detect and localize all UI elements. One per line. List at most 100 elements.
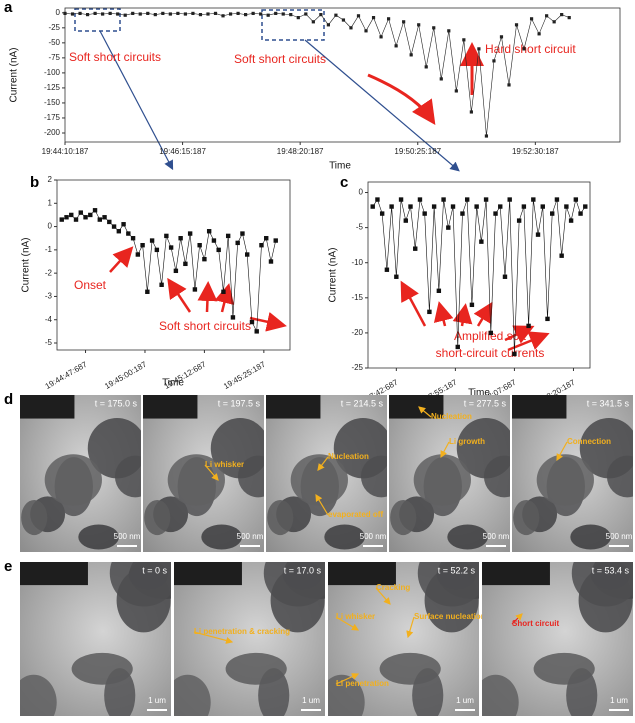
data-point bbox=[69, 212, 74, 218]
y-tick-label: -50 bbox=[48, 38, 60, 47]
data-point bbox=[514, 23, 519, 27]
dark-region bbox=[20, 562, 88, 586]
note: Li whisker bbox=[336, 612, 375, 621]
data-point bbox=[228, 12, 233, 16]
data-point bbox=[460, 211, 465, 216]
annotation: Soft short circuits bbox=[234, 52, 326, 66]
data-point bbox=[583, 204, 588, 209]
data-point bbox=[578, 211, 583, 216]
dark-region bbox=[512, 395, 567, 419]
series-line bbox=[61, 209, 277, 333]
panel-label: b bbox=[30, 174, 39, 191]
data-point bbox=[564, 204, 569, 209]
data-point bbox=[126, 231, 131, 236]
particle bbox=[390, 499, 417, 536]
particle bbox=[201, 524, 242, 550]
data-point bbox=[225, 233, 231, 239]
scale-label: 1 um bbox=[302, 696, 320, 705]
annotation-arrow bbox=[367, 73, 436, 125]
data-point bbox=[281, 12, 285, 16]
annotation-arrows bbox=[109, 246, 550, 352]
data-point bbox=[319, 13, 323, 17]
data-point bbox=[206, 12, 210, 16]
data-point bbox=[526, 323, 531, 329]
time-stamp: t = 197.5 s bbox=[218, 398, 261, 408]
data-point bbox=[454, 89, 458, 93]
particle bbox=[71, 652, 133, 685]
zoom-box bbox=[261, 9, 325, 41]
data-point bbox=[183, 261, 188, 267]
note-arrow bbox=[556, 441, 568, 462]
data-point bbox=[409, 53, 413, 57]
time-stamp: t = 175.0 s bbox=[95, 398, 138, 408]
data-point bbox=[379, 211, 385, 216]
particle bbox=[21, 499, 48, 536]
data-point bbox=[499, 35, 504, 39]
data-point bbox=[474, 204, 479, 209]
dark-region bbox=[174, 562, 242, 586]
dark-region bbox=[328, 562, 396, 586]
time-stamp: t = 52.2 s bbox=[438, 565, 476, 575]
data-point bbox=[92, 208, 98, 213]
data-point bbox=[259, 243, 264, 248]
data-point bbox=[522, 47, 526, 51]
micrograph-content bbox=[328, 562, 479, 716]
data-point bbox=[78, 210, 83, 215]
data-point bbox=[211, 238, 217, 243]
data-point bbox=[266, 13, 270, 17]
data-point bbox=[464, 197, 470, 202]
data-point bbox=[403, 218, 408, 223]
data-point bbox=[164, 233, 169, 239]
scale-label: 500 nm bbox=[606, 532, 633, 541]
data-point bbox=[176, 11, 180, 16]
y-tick-label: 2 bbox=[48, 175, 53, 184]
data-point bbox=[154, 247, 160, 253]
data-point bbox=[73, 217, 79, 222]
data-point bbox=[512, 351, 517, 357]
data-point bbox=[529, 17, 534, 21]
panel-label: c bbox=[340, 174, 348, 191]
particle bbox=[290, 454, 348, 506]
data-point bbox=[85, 13, 90, 17]
x-tick-label: 19:50:25:187 bbox=[394, 147, 441, 156]
data-point bbox=[264, 236, 269, 241]
x-tick-label: 19:46:15:187 bbox=[159, 147, 206, 156]
data-point bbox=[379, 35, 383, 39]
scale-label: 500 nm bbox=[360, 532, 387, 541]
data-point bbox=[221, 14, 225, 18]
micrograph: t = 341.5 s 500 nm Connection bbox=[512, 395, 633, 552]
data-point bbox=[436, 288, 442, 293]
data-point bbox=[441, 197, 446, 202]
series-line bbox=[372, 198, 586, 354]
y-tick-label: -20 bbox=[351, 328, 363, 337]
data-point bbox=[221, 289, 226, 294]
data-point bbox=[370, 204, 375, 209]
data-point bbox=[531, 197, 536, 202]
data-point bbox=[123, 13, 127, 17]
note: Cracking bbox=[376, 583, 410, 592]
y-axis-label: Current (nA) bbox=[21, 237, 32, 292]
note: Surface nucleation bbox=[414, 612, 486, 621]
data-point bbox=[384, 267, 390, 272]
y-tick-label: -25 bbox=[351, 363, 363, 372]
data-point bbox=[159, 282, 164, 287]
time-stamp: t = 214.5 s bbox=[341, 398, 384, 408]
data-point bbox=[427, 309, 432, 315]
plot-frame bbox=[367, 181, 591, 369]
panel-label: d bbox=[4, 391, 13, 408]
data-point bbox=[206, 229, 212, 234]
y-axis-label: Current (nA) bbox=[9, 47, 20, 102]
data-point bbox=[483, 197, 489, 202]
y-tick-label: 0 bbox=[48, 222, 53, 231]
data-point bbox=[535, 232, 541, 237]
data-point bbox=[507, 197, 512, 202]
data-point bbox=[192, 287, 198, 292]
x-axis-label: Time bbox=[162, 378, 184, 389]
data-point bbox=[402, 20, 406, 24]
particle bbox=[417, 562, 479, 607]
data-point bbox=[230, 315, 236, 320]
data-point bbox=[216, 247, 221, 253]
data-point bbox=[83, 215, 88, 220]
note: Short circuit bbox=[512, 619, 559, 628]
y-tick-label: -5 bbox=[45, 338, 53, 347]
